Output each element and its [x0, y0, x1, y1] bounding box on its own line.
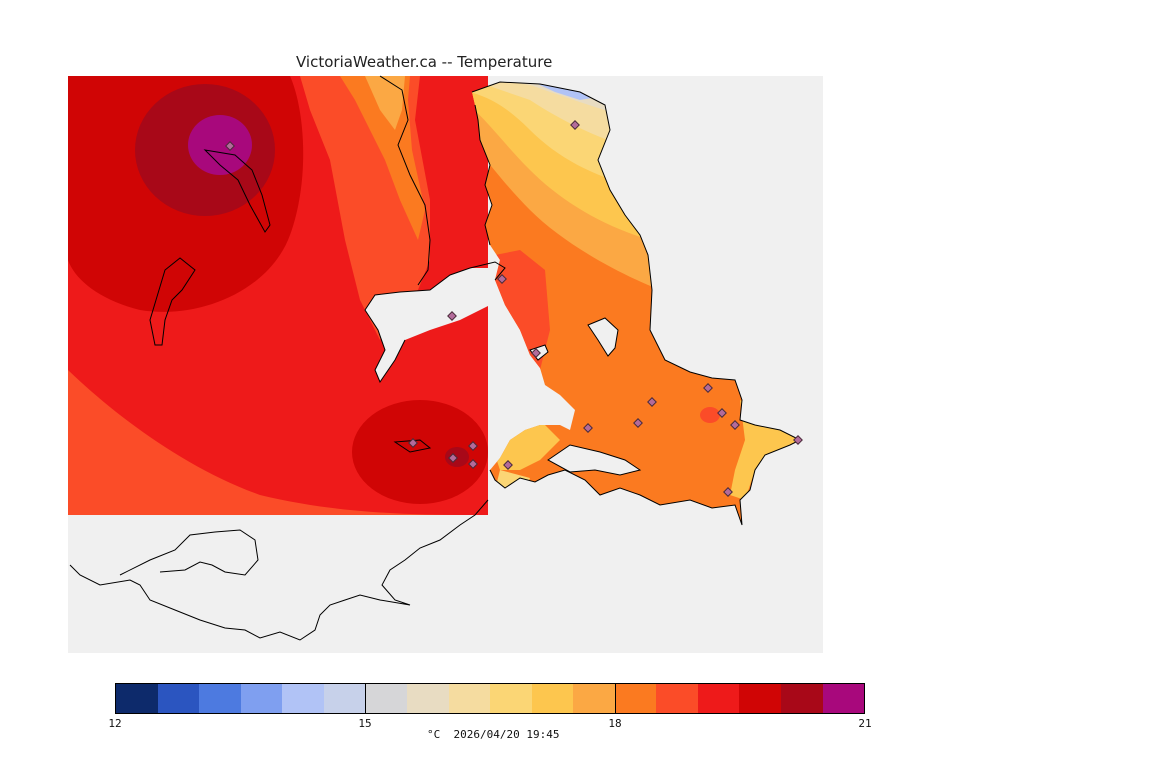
colorbar-bin — [199, 684, 241, 713]
colorbar-bin — [656, 684, 698, 713]
station-marker — [531, 348, 541, 358]
colorbar-tick-line — [365, 684, 366, 713]
map-title: VictoriaWeather.ca -- Temperature — [296, 53, 553, 71]
colorbar-bin — [365, 684, 407, 713]
colorbar-bin — [323, 684, 366, 713]
lake-west — [149, 257, 196, 346]
lake-west-long — [203, 149, 271, 233]
station-marker — [468, 459, 478, 469]
station-marker — [225, 141, 235, 151]
colorbar-bin — [240, 684, 283, 713]
station-marker — [723, 487, 733, 497]
coastline-saanich-inlet — [364, 104, 506, 384]
colorbar-bin — [781, 684, 823, 713]
colorbar-bin — [490, 684, 532, 713]
coastline-olympic — [119, 529, 259, 576]
station-marker — [717, 408, 727, 418]
colorbar-bin — [614, 684, 657, 713]
units-and-timestamp: °C 2026/04/20 19:45 — [427, 728, 560, 741]
temperature-map — [68, 75, 823, 653]
west-temperature-field — [68, 76, 488, 653]
colorbar-bin — [531, 684, 574, 713]
station-marker — [447, 311, 457, 321]
colorbar-tick-label: 15 — [358, 717, 372, 730]
coastline-west-shore — [379, 75, 431, 286]
colorbar-bin — [739, 684, 781, 713]
colorbar-bin — [116, 684, 158, 713]
station-marker — [793, 435, 803, 445]
coastline-south — [69, 499, 489, 641]
station-marker — [703, 383, 713, 393]
colorbar-bin — [406, 684, 449, 713]
station-marker — [448, 453, 458, 463]
colorbar-bin — [157, 684, 200, 713]
station-marker — [730, 420, 740, 430]
colorbar-bin — [697, 684, 740, 713]
colorbar-bin — [822, 684, 865, 713]
colorbar-tick-line — [615, 684, 616, 713]
colorbar-tick-label: 21 — [858, 717, 872, 730]
colorbar-bin — [282, 684, 324, 713]
station-marker — [647, 397, 657, 407]
station-marker — [570, 120, 580, 130]
station-markers — [225, 120, 803, 497]
station-marker — [633, 418, 643, 428]
station-marker — [497, 274, 507, 284]
station-marker — [408, 438, 418, 448]
station-marker — [468, 441, 478, 451]
colorbar-tick-label: 12 — [108, 717, 122, 730]
saanich-inlet-water — [365, 268, 505, 382]
colorbar-bin — [573, 684, 615, 713]
temperature-colorbar — [115, 683, 865, 714]
lake-east — [587, 317, 619, 357]
station-marker — [583, 423, 593, 433]
colorbar-bin — [448, 684, 491, 713]
portage-inlet — [547, 444, 642, 476]
station-marker — [503, 460, 513, 470]
colorbar-tick-label: 18 — [608, 717, 622, 730]
